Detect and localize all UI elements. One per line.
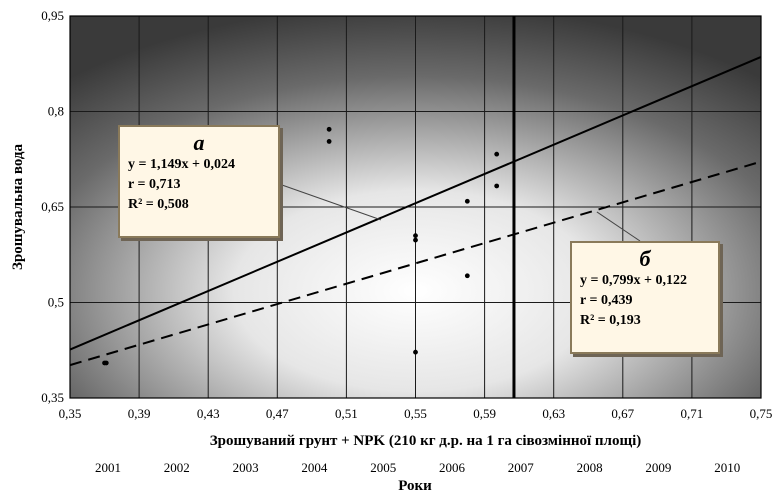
- series-b-r: r = 0,439: [580, 293, 633, 308]
- regression-box-b: б y = 0,799x + 0,122 r = 0,439 R² = 0,19…: [570, 241, 720, 354]
- series-a-letter: а: [193, 130, 205, 155]
- y-tick-label: 0,95: [41, 8, 64, 23]
- year-label: 2004: [301, 460, 328, 475]
- x-tick-label: 0,35: [59, 406, 82, 421]
- series-b-r2: R² = 0,193: [580, 313, 641, 328]
- x-tick-label: 0,67: [611, 406, 634, 421]
- series-b-equation: y = 0,799x + 0,122: [580, 273, 687, 288]
- x-tick-label: 0,59: [473, 406, 496, 421]
- data-point-3: [326, 139, 332, 144]
- x-tick-label: 0,51: [335, 406, 358, 421]
- tick-labels: 0,35 0,39 0,43 0,47 0,51 0,55 0,59 0,63 0,67 0,71…: [41, 8, 772, 421]
- year-labels: 2001 2002 2003 2004 2005 2006 2007 2008 2009 2010: [95, 460, 740, 475]
- year-label: 2009: [645, 460, 671, 475]
- series-a-r2: R² = 0,508: [128, 197, 189, 212]
- data-point-7: [464, 198, 470, 204]
- data-point-2: [326, 126, 332, 132]
- year-label: 2006: [439, 460, 466, 475]
- year-label: 2008: [577, 460, 603, 475]
- regression-line-b: [69, 160, 762, 367]
- grid-lines: [69, 15, 762, 399]
- year-label: 2010: [714, 460, 740, 475]
- x-tick-label: 0,63: [542, 406, 565, 421]
- x-tick-label: 0,43: [197, 406, 220, 421]
- year-label: 2001: [95, 460, 121, 475]
- data-point-8: [464, 273, 470, 279]
- x-tick-label: 0,55: [404, 406, 427, 421]
- series-a-equation: y = 1,149x + 0,024: [128, 157, 235, 172]
- y-axis-label: Зрошувальна вода: [10, 143, 26, 270]
- year-label: 2005: [370, 460, 396, 475]
- y-tick-label: 0,65: [41, 199, 64, 214]
- year-label: 2003: [233, 460, 259, 475]
- x-tick-label: 0,71: [681, 406, 704, 421]
- leader-line-a: [281, 184, 382, 221]
- x-tick-label: 0,75: [750, 406, 773, 421]
- years-axis-label: Роки: [398, 478, 432, 494]
- regression-box-a: а y = 1,149x + 0,024 r = 0,713 R² = 0,50…: [118, 125, 280, 238]
- y-tick-label: 0,35: [41, 390, 64, 405]
- series-a-r: r = 0,713: [128, 177, 181, 192]
- data-point-4: [413, 233, 418, 239]
- data-point-6: [413, 349, 418, 355]
- chart-marks: [69, 16, 762, 398]
- year-label: 2007: [508, 460, 535, 475]
- year-label: 2002: [164, 460, 190, 475]
- y-tick-label: 0,8: [48, 104, 64, 119]
- data-point-10: [494, 183, 500, 189]
- regression-line-a: [69, 55, 762, 351]
- x-tick-label: 0,47: [266, 406, 289, 421]
- x-axis-label: Зрошуваний грунт + NPK (210 кг д.р. на 1…: [210, 433, 642, 449]
- y-tick-label: 0,5: [48, 295, 64, 310]
- plot-border: [69, 15, 762, 399]
- x-tick-label: 0,39: [128, 406, 151, 421]
- data-point-5: [413, 237, 418, 243]
- data-point-9: [494, 151, 500, 157]
- series-b-letter: б: [639, 246, 651, 271]
- leader-line-b: [596, 211, 641, 242]
- data-point-1: [103, 360, 109, 366]
